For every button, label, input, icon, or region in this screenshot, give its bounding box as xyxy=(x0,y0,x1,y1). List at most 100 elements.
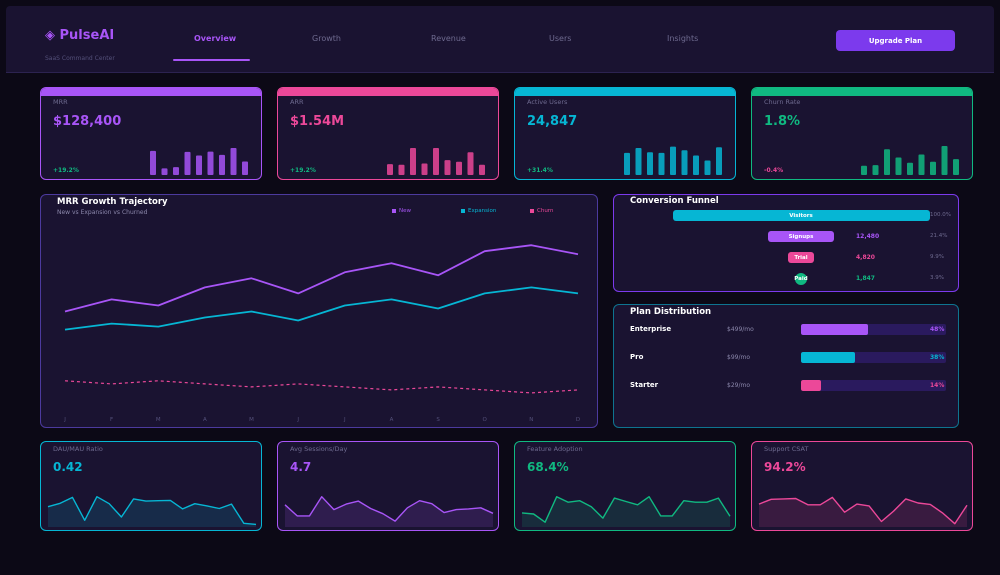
sparkline-area xyxy=(285,496,493,527)
tab-growth[interactable]: Growth xyxy=(312,34,341,43)
legend-swatch xyxy=(530,209,534,213)
kpi-bar xyxy=(716,147,722,175)
legend-label: Expansion xyxy=(468,208,497,214)
kpi-card-active-users[interactable]: Active Users 24,847 +31.4% xyxy=(514,87,736,180)
series-line-new[interactable] xyxy=(64,244,579,313)
legend-item-expansion[interactable]: Expansion xyxy=(461,208,496,214)
plan-bar-fill xyxy=(801,324,868,335)
kpi-bar xyxy=(647,152,653,175)
plan-name: Enterprise xyxy=(630,325,672,333)
kpi-bar xyxy=(635,147,642,175)
kpi-bar xyxy=(918,154,925,175)
kpi-accent-strip xyxy=(41,88,261,96)
brand-subtitle: SaaS Command Center xyxy=(45,55,115,62)
sparkline-area xyxy=(48,496,256,527)
kpi-value: $128,400 xyxy=(53,114,122,129)
plan-name: Pro xyxy=(630,353,644,361)
kpi-card-arr[interactable]: ARR $1.54M +19.2% xyxy=(277,87,499,180)
funnel-bar-trial[interactable]: Trial xyxy=(788,252,814,263)
plan-percent: 38% xyxy=(930,354,945,361)
x-tick-label: F xyxy=(110,417,114,423)
plan-price: $99/mo xyxy=(727,354,750,361)
mrr-growth-chart xyxy=(64,244,579,394)
kpi-bar xyxy=(387,164,393,175)
mini-sparkline xyxy=(47,496,257,527)
series-line-expansion[interactable] xyxy=(64,286,579,331)
sparkline-line xyxy=(521,496,731,523)
x-tick-label: N xyxy=(529,417,534,423)
kpi-accent-strip xyxy=(278,88,498,96)
sparkline-line xyxy=(758,496,968,525)
plan-percent: 14% xyxy=(930,382,945,389)
brand-logo[interactable]: ◈ PulseAI xyxy=(45,28,115,43)
tab-insights[interactable]: Insights xyxy=(667,34,699,43)
kpi-accent-strip xyxy=(515,88,735,96)
sparkline-area xyxy=(759,497,967,527)
legend-swatch xyxy=(392,209,396,213)
mini-card-support-csat[interactable]: Support CSAT 94.2% xyxy=(751,441,973,531)
plan-bar-track xyxy=(801,352,946,363)
mini-sparkline xyxy=(758,496,968,527)
kpi-bar xyxy=(907,162,913,175)
conversion-funnel-panel: Conversion Funnel Visitors 100.0% Signups 1… xyxy=(613,194,959,292)
funnel-count: 12,480 xyxy=(856,233,880,240)
legend-label: Churn xyxy=(537,208,554,214)
kpi-bar xyxy=(704,160,711,175)
x-tick-label: J xyxy=(344,417,346,423)
legend-item-new[interactable]: New xyxy=(392,208,411,214)
plan-bar-fill xyxy=(801,380,822,391)
mini-sparkline xyxy=(521,496,731,527)
plan-price: $499/mo xyxy=(727,326,754,333)
sparkline-line xyxy=(284,496,494,522)
legend-item-churn[interactable]: Churn xyxy=(530,208,553,214)
mini-label: Support CSAT xyxy=(764,445,809,453)
kpi-label: Active Users xyxy=(527,98,568,106)
kpi-bar xyxy=(861,165,867,175)
series-line-churn[interactable] xyxy=(64,380,579,394)
kpi-bar xyxy=(444,160,451,175)
kpi-sparkbars xyxy=(861,145,959,175)
panel-title: MRR Growth Trajectory xyxy=(57,197,168,207)
funnel-percent: 100.0% xyxy=(930,212,951,218)
mini-card-avg-sessions[interactable]: Avg Sessions/Day 4.7 xyxy=(277,441,499,531)
active-tab-indicator xyxy=(173,59,250,61)
kpi-bar xyxy=(681,150,688,175)
mini-label: DAU/MAU Ratio xyxy=(53,445,103,453)
tab-users[interactable]: Users xyxy=(549,34,572,43)
kpi-bar xyxy=(884,149,890,175)
upgrade-plan-button[interactable]: Upgrade Plan xyxy=(836,30,955,51)
legend-label: New xyxy=(399,208,411,214)
mini-card-dau-mau[interactable]: DAU/MAU Ratio 0.42 xyxy=(40,441,262,531)
kpi-bar xyxy=(398,164,405,175)
tab-overview[interactable]: Overview xyxy=(194,34,237,43)
kpi-card-churn-rate[interactable]: Churn Rate 1.8% -0.4% xyxy=(751,87,973,180)
sparkline-area xyxy=(522,496,730,527)
plan-distribution-panel: Plan Distribution Enterprise $499/mo 48% Pr… xyxy=(613,304,959,428)
kpi-delta: +19.2% xyxy=(53,167,79,174)
kpi-card-mrr[interactable]: MRR $128,400 +19.2% xyxy=(40,87,262,180)
plan-bar-track xyxy=(801,324,946,335)
mini-card-feature-adoption[interactable]: Feature Adoption 68.4% xyxy=(514,441,736,531)
x-tick-label: M xyxy=(155,417,161,423)
x-tick-label: S xyxy=(436,417,440,423)
kpi-sparkbars xyxy=(624,146,722,175)
kpi-bar xyxy=(173,167,179,175)
top-navigation-bar: ◈ PulseAI SaaS Command Center Overview G… xyxy=(6,6,994,73)
x-tick-label: O xyxy=(482,417,487,423)
kpi-bar xyxy=(230,147,237,175)
funnel-bar-paid[interactable]: Paid xyxy=(794,273,808,285)
kpi-value: 1.8% xyxy=(764,114,801,129)
tab-revenue[interactable]: Revenue xyxy=(431,34,466,43)
plan-percent: 48% xyxy=(930,326,945,333)
x-tick-label: J xyxy=(64,417,66,423)
funnel-bar-visitors[interactable]: Visitors xyxy=(672,210,930,221)
kpi-label: ARR xyxy=(290,98,304,106)
mini-label: Avg Sessions/Day xyxy=(290,445,348,453)
funnel-percent: 9.9% xyxy=(930,254,944,260)
kpi-bar xyxy=(930,161,936,175)
kpi-bar xyxy=(207,151,214,175)
sparkline-line xyxy=(47,496,257,526)
kpi-accent-strip xyxy=(752,88,972,96)
funnel-count: 4,820 xyxy=(856,254,875,261)
funnel-bar-signups[interactable]: Signups xyxy=(767,231,835,242)
